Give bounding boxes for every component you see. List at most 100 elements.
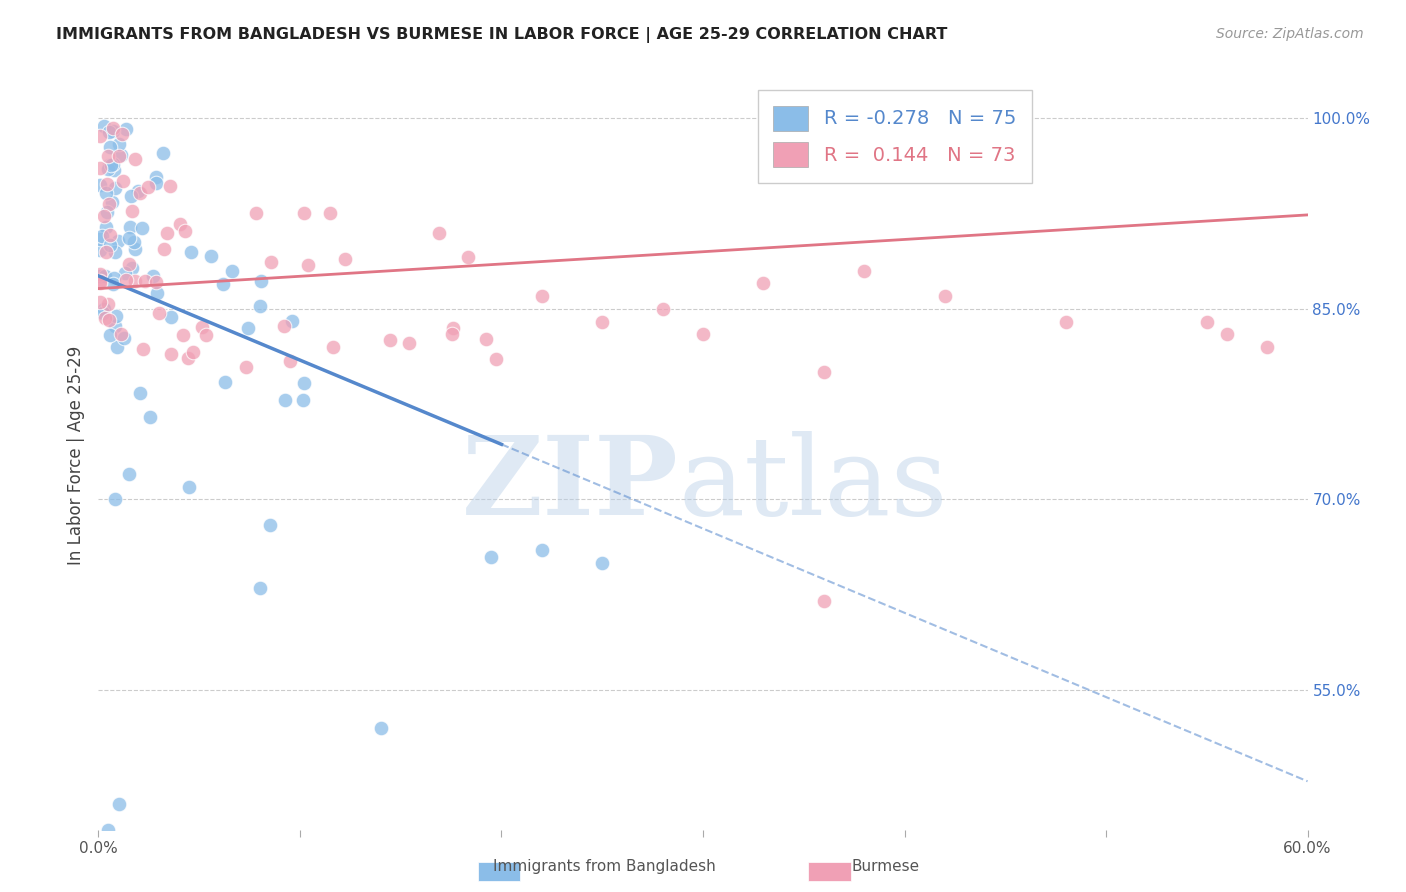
Point: [259, 517, 281, 532]
Point: [121, 204, 143, 219]
Point: [96, 186, 118, 200]
Point: [89, 274, 111, 288]
Point: [1256, 340, 1278, 354]
Point: [112, 331, 135, 345]
Point: [110, 327, 132, 342]
Point: [120, 189, 142, 203]
Text: Burmese: Burmese: [852, 859, 920, 874]
Point: [105, 340, 128, 354]
Legend: R = -0.278   N = 75, R =  0.144   N = 73: R = -0.278 N = 75, R = 0.144 N = 73: [758, 90, 1032, 183]
Point: [96, 177, 118, 191]
Point: [104, 181, 127, 195]
Point: [249, 299, 271, 313]
Point: [934, 289, 956, 303]
Point: [177, 351, 200, 365]
Point: [651, 301, 673, 316]
Point: [236, 321, 259, 335]
Point: [159, 179, 181, 194]
Point: [281, 314, 304, 328]
Point: [813, 594, 835, 608]
Point: [148, 306, 170, 320]
Point: [101, 120, 124, 135]
Point: [94, 269, 117, 284]
Text: Source: ZipAtlas.com: Source: ZipAtlas.com: [1216, 27, 1364, 41]
Point: [112, 173, 135, 187]
Point: [89, 294, 111, 309]
Point: [191, 319, 214, 334]
Point: [103, 277, 125, 291]
Point: [378, 333, 401, 347]
Point: [441, 326, 464, 341]
Point: [1216, 327, 1239, 342]
Point: [114, 266, 136, 280]
Point: [853, 264, 876, 278]
Point: [212, 277, 235, 291]
Point: [107, 797, 129, 812]
Point: [214, 375, 236, 389]
Point: [180, 245, 202, 260]
Point: [89, 268, 111, 282]
Point: [108, 137, 131, 152]
Point: [91, 306, 114, 320]
Point: [1195, 315, 1218, 329]
Point: [104, 245, 127, 260]
Point: [591, 556, 613, 570]
Point: [89, 244, 111, 258]
Point: [89, 232, 111, 246]
Text: ZIP: ZIP: [463, 432, 679, 539]
Point: [98, 327, 121, 342]
Point: [98, 312, 121, 326]
Point: [89, 178, 111, 192]
Point: [370, 721, 392, 735]
Point: [124, 243, 146, 257]
Point: [200, 249, 222, 263]
Point: [98, 158, 121, 172]
Point: [322, 340, 344, 354]
Point: [98, 140, 121, 154]
Point: [131, 342, 153, 356]
Point: [111, 128, 134, 142]
Point: [145, 286, 167, 301]
Point: [250, 275, 273, 289]
Point: [174, 224, 197, 238]
Point: [89, 128, 111, 143]
Point: [530, 289, 553, 303]
Point: [292, 206, 315, 220]
Point: [145, 176, 167, 190]
Point: [179, 480, 201, 494]
Point: [429, 226, 451, 240]
Point: [96, 204, 118, 219]
Point: [94, 245, 117, 260]
Point: [138, 180, 160, 194]
Point: [813, 365, 835, 379]
Point: [97, 297, 120, 311]
Point: [292, 376, 315, 391]
Point: [245, 206, 267, 220]
Text: atlas: atlas: [679, 432, 949, 539]
Point: [481, 549, 503, 564]
Point: [172, 328, 194, 343]
Point: [145, 275, 167, 289]
Point: [103, 271, 125, 285]
Point: [89, 269, 111, 284]
Point: [103, 492, 125, 507]
Point: [94, 220, 117, 235]
Point: [591, 315, 613, 329]
Point: [181, 344, 204, 359]
Point: [97, 822, 120, 837]
Point: [398, 335, 420, 350]
Point: [145, 170, 167, 185]
Point: [101, 124, 124, 138]
Point: [441, 321, 464, 335]
Point: [156, 226, 179, 240]
Point: [124, 152, 146, 166]
Point: [110, 147, 132, 161]
Point: [139, 410, 162, 425]
Point: [142, 268, 165, 283]
Point: [98, 237, 121, 252]
Point: [97, 125, 120, 139]
Point: [107, 149, 129, 163]
Point: [153, 242, 176, 256]
Point: [273, 319, 295, 334]
Point: [118, 257, 141, 271]
